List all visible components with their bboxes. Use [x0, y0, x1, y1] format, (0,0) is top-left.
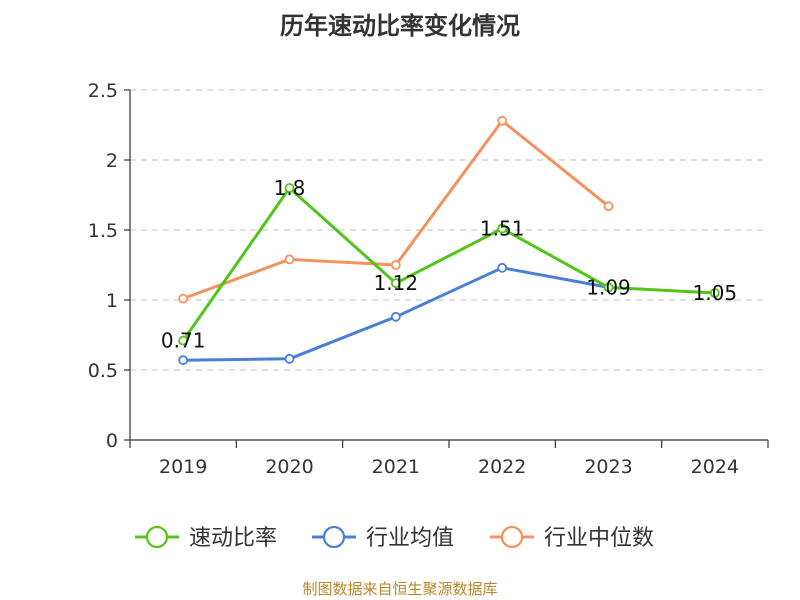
data-labels: 0.71 1.8 1.12 1.51 1.09 1.05	[161, 176, 737, 353]
x-tick-label: 2019	[159, 456, 207, 478]
data-point[interactable]	[178, 293, 189, 304]
y-tick-label: 2	[106, 150, 118, 172]
legend-marker-icon	[145, 525, 169, 549]
data-point[interactable]	[178, 355, 189, 366]
data-point[interactable]	[390, 311, 401, 322]
y-tick-label: 0.5	[88, 360, 118, 382]
x-tick-label: 2020	[265, 456, 313, 478]
y-tick-label: 1.5	[88, 220, 118, 242]
data-point[interactable]	[390, 260, 401, 270]
legend-item[interactable]: 行业均值	[312, 525, 454, 551]
data-point[interactable]	[390, 278, 401, 289]
data-source-footer: 制图数据来自恒生聚源数据库	[302, 580, 498, 598]
legend-marker-icon	[322, 525, 346, 549]
legend-label: 行业均值	[366, 526, 454, 551]
data-point[interactable]	[284, 353, 295, 364]
series-line	[181, 186, 715, 342]
data-point[interactable]	[497, 115, 508, 126]
data-point[interactable]	[603, 201, 614, 212]
grid-lines	[130, 89, 768, 371]
axes: 0 0.5 1 1.5 2 2.5 2019 2020 2021 2022 2023 2024	[88, 80, 769, 478]
data-label: 0.71	[161, 329, 206, 353]
data-label: 1.05	[693, 281, 738, 305]
y-tick-label: 1	[106, 290, 118, 312]
chart-title: 历年速动比率变化情况	[280, 12, 520, 40]
x-tick-label: 2021	[372, 456, 420, 478]
legend-label: 行业中位数	[544, 526, 654, 551]
legend-item[interactable]: 速动比率	[135, 525, 277, 551]
data-point[interactable]	[284, 254, 295, 265]
series-lines	[178, 115, 720, 366]
data-point[interactable]	[709, 288, 720, 298]
legend-item[interactable]: 行业中位数	[490, 525, 654, 551]
legend-marker-icon	[500, 525, 524, 549]
y-tick-label: 2.5	[88, 80, 118, 102]
legend-label: 速动比率	[189, 526, 277, 551]
data-label: 1.8	[274, 176, 306, 200]
data-label: 1.51	[480, 217, 525, 241]
y-tick-label: 0	[106, 430, 118, 452]
data-label: 1.09	[586, 275, 631, 299]
x-tick-label: 2023	[584, 456, 632, 478]
data-point[interactable]	[603, 282, 614, 293]
x-tick-label: 2024	[691, 456, 739, 478]
data-point[interactable]	[178, 335, 189, 346]
data-label: 1.12	[374, 271, 419, 295]
data-point[interactable]	[497, 223, 508, 234]
x-tick-label: 2022	[478, 456, 526, 478]
data-point[interactable]	[497, 262, 508, 273]
data-point[interactable]	[284, 183, 295, 193]
legend[interactable]: 速动比率 行业均值 行业中位数	[135, 525, 654, 551]
